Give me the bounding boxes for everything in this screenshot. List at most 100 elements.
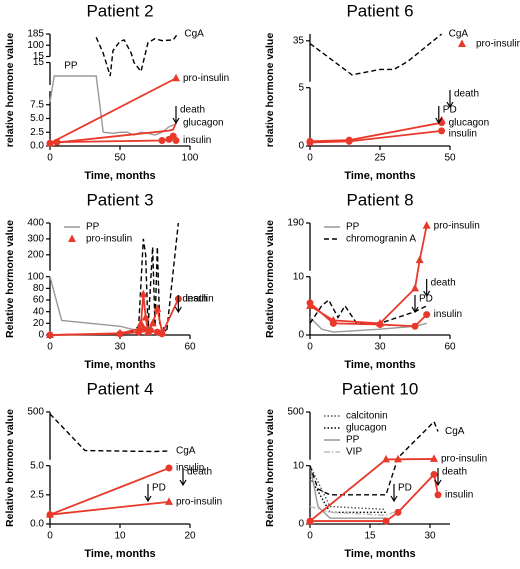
y-tick-label: 400 xyxy=(27,218,44,229)
series-label: insulin xyxy=(176,463,204,474)
chart-title: Patient 4 xyxy=(86,379,153,398)
point xyxy=(158,137,166,144)
point xyxy=(306,517,314,525)
event-arrowhead xyxy=(423,290,431,298)
point xyxy=(345,137,353,145)
series-label: CgA xyxy=(445,426,465,437)
chart-title: Patient 3 xyxy=(86,190,153,209)
y-tick-label: 80 xyxy=(33,283,45,294)
point xyxy=(430,470,438,478)
series-label: insulin xyxy=(183,135,211,146)
y-tick-label: 0 xyxy=(38,330,44,341)
legend-label: PP xyxy=(86,222,100,233)
y-tick-label: 15 xyxy=(33,51,45,62)
event-arrowhead xyxy=(435,117,443,125)
x-tick-label: 50 xyxy=(444,153,456,164)
y-tick-label: 100 xyxy=(27,40,44,51)
point xyxy=(415,255,424,264)
series-line xyxy=(49,294,163,336)
x-tick-label: 100 xyxy=(182,153,199,164)
y-tick-label: 500 xyxy=(287,407,304,418)
series-label: CgA xyxy=(449,29,469,40)
series-line xyxy=(309,477,386,514)
y-tick-label: 20 xyxy=(33,318,45,329)
y-tick-label: 5 xyxy=(298,82,304,93)
y-tick-label: 5.0 xyxy=(30,113,44,124)
legend-label: calcitonin xyxy=(346,411,388,422)
y-tick-label: 500 xyxy=(27,407,44,418)
event-arrowhead xyxy=(390,495,398,503)
series-line xyxy=(49,77,177,145)
point xyxy=(172,137,180,144)
y-tick-label: 300 xyxy=(27,234,44,245)
event-arrowhead xyxy=(144,495,152,503)
point xyxy=(116,330,124,338)
series-line xyxy=(49,500,170,516)
event-label: PD xyxy=(443,105,457,116)
x-tick-label: 0 xyxy=(307,342,313,353)
y-tick-label: 0 xyxy=(298,519,304,530)
legend-label: chromogranin A xyxy=(346,234,416,245)
y-tick-label: 185 xyxy=(27,29,44,40)
y-tick-label: 15 xyxy=(33,57,45,68)
chart-title: Patient 8 xyxy=(346,190,413,209)
series-label: pro-insulin xyxy=(434,220,480,231)
event-label: PD xyxy=(152,483,166,494)
series-line xyxy=(309,505,395,516)
series-line xyxy=(309,225,428,325)
y-tick-label: 200 xyxy=(27,249,44,260)
x-tick-label: 30 xyxy=(374,342,386,353)
y-tick-label: 2.5 xyxy=(30,127,44,138)
point xyxy=(148,318,157,327)
y-tick-label: 10 xyxy=(293,460,305,471)
series-label: CgA xyxy=(184,29,204,40)
point xyxy=(141,313,150,321)
point xyxy=(411,283,419,292)
point xyxy=(458,39,466,47)
legend-label: glucagon xyxy=(346,423,387,434)
event-label: death xyxy=(187,467,212,478)
series-line xyxy=(49,75,177,136)
point xyxy=(422,221,431,229)
x-tick-label: 0 xyxy=(307,531,313,542)
point xyxy=(329,319,337,327)
event-label: death xyxy=(442,467,467,478)
series-label: PP xyxy=(64,61,78,72)
x-axis-label: Time, months xyxy=(344,170,415,182)
event-label: death xyxy=(182,294,207,305)
point xyxy=(306,139,314,147)
point xyxy=(438,127,446,135)
event-arrowhead xyxy=(434,479,442,487)
series-line xyxy=(49,122,177,145)
series-line xyxy=(309,465,386,519)
point xyxy=(46,510,54,518)
y-tick-label: 5.0 xyxy=(30,460,44,471)
event-arrowhead xyxy=(411,306,419,314)
point xyxy=(137,318,145,327)
x-tick-label: 25 xyxy=(374,153,386,164)
y-axis-label: Relative hormone value xyxy=(4,409,16,527)
point xyxy=(423,311,431,319)
x-axis-label: Time, months xyxy=(84,170,155,182)
y-tick-label: 35 xyxy=(293,35,305,46)
y-tick-label: 0 xyxy=(298,330,304,341)
point xyxy=(68,234,76,242)
series-line xyxy=(49,467,170,516)
series-line xyxy=(309,465,387,511)
point xyxy=(382,454,390,463)
point xyxy=(53,138,61,146)
y-axis-label: Relative hormone value xyxy=(264,409,276,527)
y-tick-label: 60 xyxy=(33,295,45,306)
y-tick-label: 0 xyxy=(298,141,304,152)
x-axis-label: Time, months xyxy=(84,548,155,560)
legend-label: VIP xyxy=(346,447,362,458)
point xyxy=(139,289,148,298)
x-tick-label: 0 xyxy=(47,531,53,542)
y-tick-label: 2.5 xyxy=(30,489,44,500)
event-arrowhead xyxy=(174,306,182,314)
series-label: pro-insulin xyxy=(176,496,222,507)
series-label: pro-insulin xyxy=(183,73,229,84)
y-axis-label: Relative hormone value xyxy=(4,220,16,338)
event-label: PD xyxy=(398,483,412,494)
series-line xyxy=(309,33,443,76)
